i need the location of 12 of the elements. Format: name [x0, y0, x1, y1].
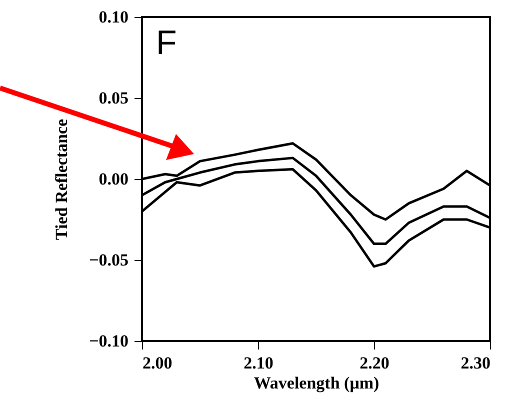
y-tick-label: 0.05 [98, 88, 128, 108]
y-axis-title: Tied Reflectance [52, 118, 72, 240]
y-tick-label: 0.10 [98, 8, 128, 26]
annotation: F [156, 24, 177, 62]
y-tick-label: −0.05 [89, 250, 128, 270]
x-tick-label: 2.30 [460, 354, 490, 372]
y-tick-label: −0.10 [89, 332, 128, 350]
x-tick-label: 2.10 [244, 354, 274, 372]
x-tick-label: 2.20 [360, 354, 390, 372]
x-axis-title: Wavelength (μm) [254, 374, 380, 392]
x-tick-label: 2.00 [142, 354, 172, 372]
y-tick-label: 0.00 [98, 170, 128, 188]
